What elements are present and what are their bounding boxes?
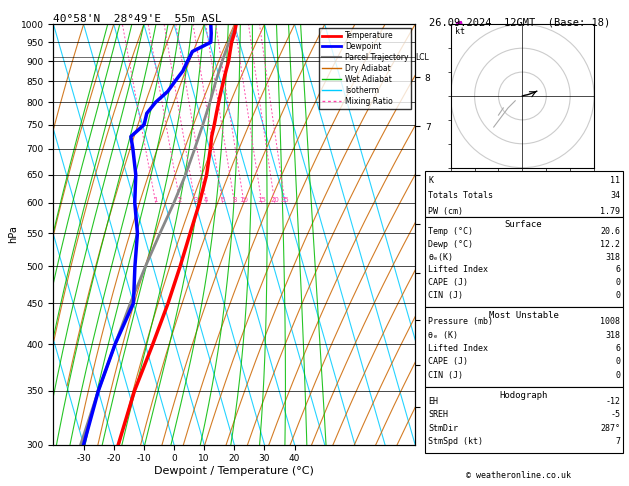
Text: -12: -12: [605, 397, 620, 406]
Text: CIN (J): CIN (J): [428, 371, 464, 380]
Text: SREH: SREH: [428, 410, 448, 419]
Text: 10: 10: [240, 197, 248, 203]
Text: 1008: 1008: [600, 317, 620, 327]
Text: 318: 318: [605, 330, 620, 340]
Text: 2: 2: [178, 197, 182, 203]
Text: 0: 0: [615, 357, 620, 366]
Text: 26.09.2024  12GMT  (Base: 18): 26.09.2024 12GMT (Base: 18): [429, 17, 610, 27]
Text: 15: 15: [257, 197, 266, 203]
Text: 34: 34: [610, 191, 620, 200]
Text: K: K: [428, 176, 433, 185]
Text: 287°: 287°: [600, 423, 620, 433]
Text: 6: 6: [615, 265, 620, 275]
Text: 1.79: 1.79: [600, 207, 620, 216]
Legend: Temperature, Dewpoint, Parcel Trajectory, Dry Adiabat, Wet Adiabat, Isotherm, Mi: Temperature, Dewpoint, Parcel Trajectory…: [319, 28, 411, 109]
Text: 40°58'N  28°49'E  55m ASL: 40°58'N 28°49'E 55m ASL: [53, 14, 222, 23]
Text: 0: 0: [615, 278, 620, 287]
Text: 0: 0: [615, 371, 620, 380]
Text: CAPE (J): CAPE (J): [428, 278, 469, 287]
Text: -5: -5: [610, 410, 620, 419]
Text: Pressure (mb): Pressure (mb): [428, 317, 493, 327]
Text: 20: 20: [270, 197, 279, 203]
Text: Lifted Index: Lifted Index: [428, 265, 488, 275]
Text: 6: 6: [220, 197, 225, 203]
Text: 12.2: 12.2: [600, 240, 620, 249]
Text: 318: 318: [605, 253, 620, 261]
Text: 7: 7: [615, 436, 620, 446]
Y-axis label: km
ASL: km ASL: [440, 225, 455, 244]
Text: 11: 11: [610, 176, 620, 185]
Text: Surface: Surface: [505, 221, 542, 229]
Text: 0: 0: [615, 291, 620, 300]
Text: 3: 3: [193, 197, 198, 203]
Text: θₑ(K): θₑ(K): [428, 253, 454, 261]
Text: Hodograph: Hodograph: [499, 391, 548, 399]
Text: PW (cm): PW (cm): [428, 207, 464, 216]
Y-axis label: hPa: hPa: [8, 226, 18, 243]
Text: 20.6: 20.6: [600, 227, 620, 236]
Text: Lifted Index: Lifted Index: [428, 344, 488, 353]
Text: EH: EH: [428, 397, 438, 406]
Text: © weatheronline.co.uk: © weatheronline.co.uk: [467, 471, 571, 480]
Text: 6: 6: [615, 344, 620, 353]
Text: StmSpd (kt): StmSpd (kt): [428, 436, 483, 446]
Text: CAPE (J): CAPE (J): [428, 357, 469, 366]
Text: Dewp (°C): Dewp (°C): [428, 240, 474, 249]
X-axis label: Dewpoint / Temperature (°C): Dewpoint / Temperature (°C): [154, 466, 314, 476]
Text: 25: 25: [281, 197, 289, 203]
Text: LCL: LCL: [415, 52, 429, 62]
Text: CIN (J): CIN (J): [428, 291, 464, 300]
Text: 1: 1: [153, 197, 158, 203]
Text: kt: kt: [455, 27, 465, 36]
Text: StmDir: StmDir: [428, 423, 459, 433]
Text: 8: 8: [232, 197, 237, 203]
Text: Totals Totals: Totals Totals: [428, 191, 493, 200]
Text: Temp (°C): Temp (°C): [428, 227, 474, 236]
Text: Most Unstable: Most Unstable: [489, 311, 559, 320]
Text: θₑ (K): θₑ (K): [428, 330, 459, 340]
Text: 4: 4: [204, 197, 208, 203]
